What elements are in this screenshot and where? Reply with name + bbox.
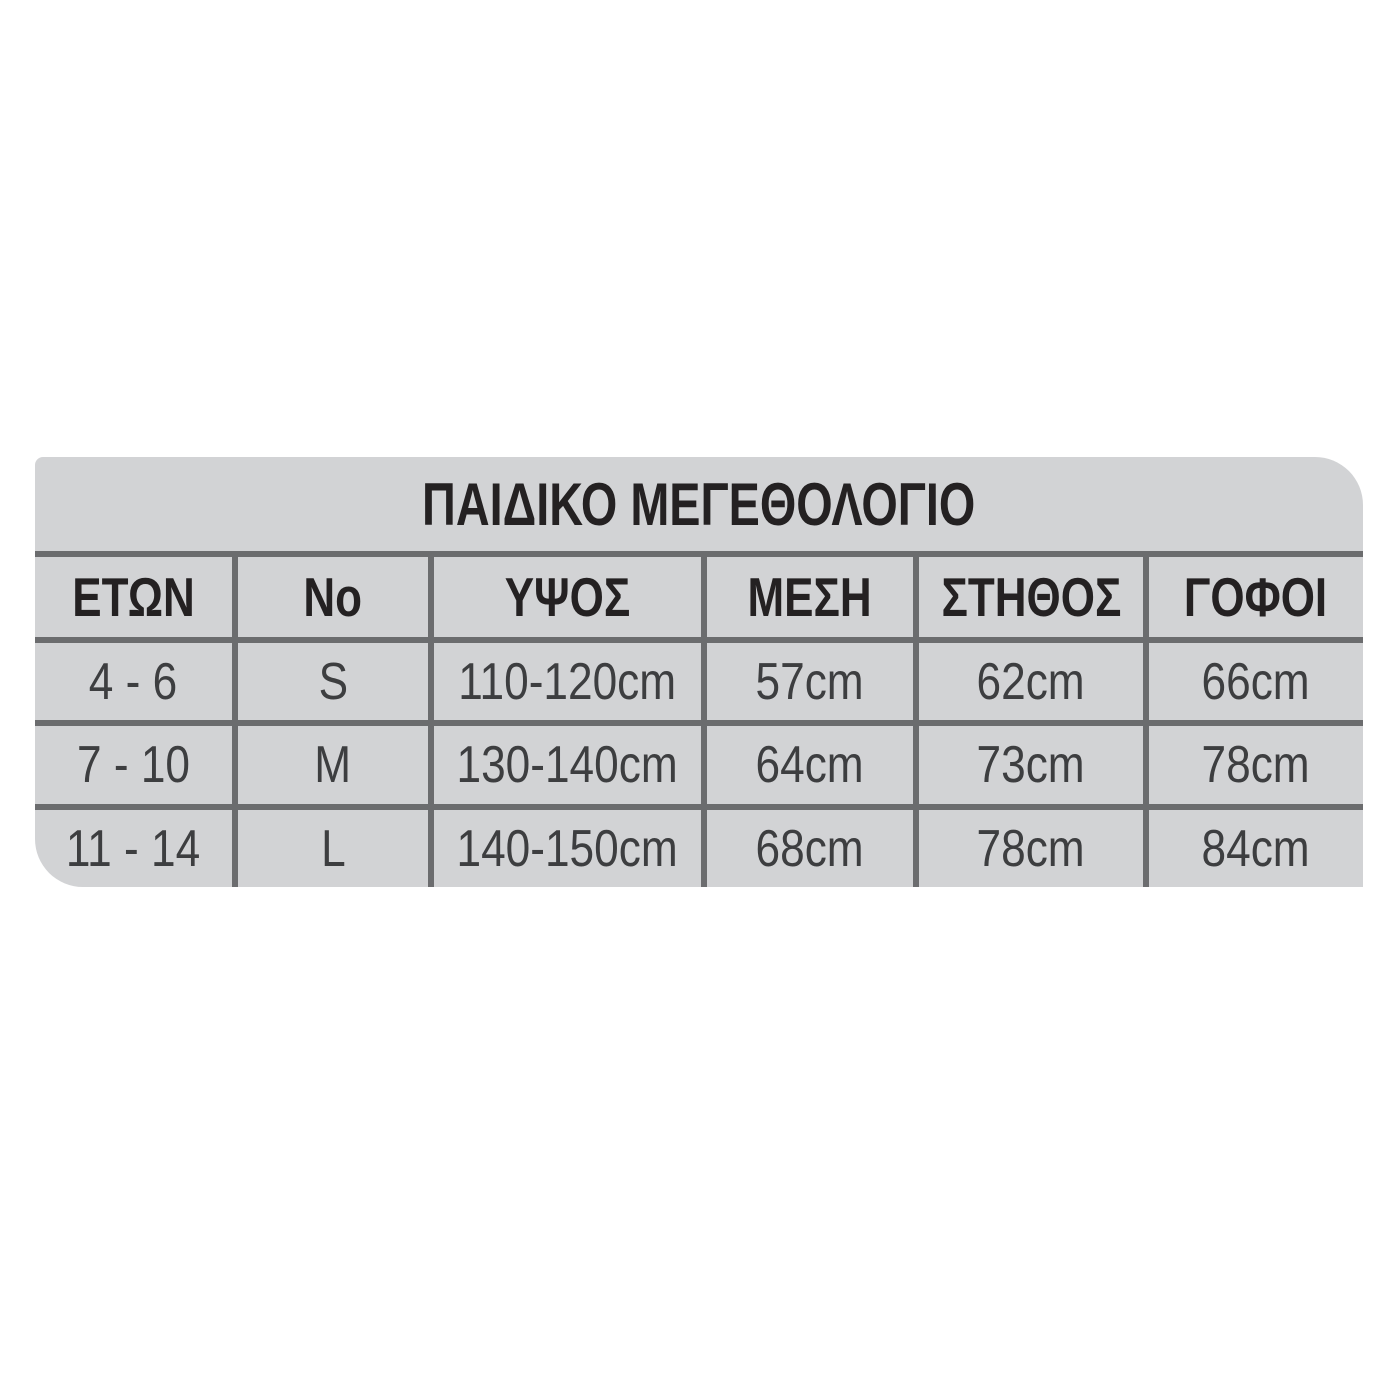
column-header-size-no: No	[232, 551, 428, 637]
cell-row1-height: 110-120cm	[428, 637, 701, 720]
column-header-height-label: ΥΨΟΣ	[504, 566, 631, 628]
cell-row2-height-value: 130-140cm	[456, 736, 679, 794]
cell-row3-height: 140-150cm	[428, 804, 701, 887]
column-header-chest-label: ΣΤΗΘΟΣ	[941, 566, 1121, 628]
cell-row2-years: 7 - 10	[35, 720, 232, 804]
cell-row3-height-value: 140-150cm	[456, 819, 679, 878]
cell-row3-size: L	[232, 804, 428, 887]
cell-row1-size-value: S	[318, 652, 348, 711]
cell-row1-waist-value: 57cm	[755, 652, 865, 711]
cell-row2-hips: 78cm	[1143, 720, 1363, 804]
cell-row2-size: M	[232, 720, 428, 804]
size-chart-panel: ΠΑΙΔΙΚΟ ΜΕΓΕΘΟΛΟΓΙΟ ΕΤΩΝ No ΥΨΟΣ ΜΕΣΗ ΣΤ…	[35, 457, 1363, 887]
cell-row2-waist: 64cm	[701, 720, 913, 804]
cell-row3-chest: 78cm	[913, 804, 1143, 887]
cell-row3-size-value: L	[320, 819, 346, 878]
cell-row2-hips-value: 78cm	[1201, 736, 1311, 794]
cell-row3-waist-value: 68cm	[755, 819, 865, 878]
column-header-waist-label: ΜΕΣΗ	[747, 566, 873, 628]
cell-row1-chest-value: 62cm	[976, 652, 1086, 711]
cell-row2-chest: 73cm	[913, 720, 1143, 804]
column-header-size-no-label: No	[303, 566, 363, 628]
cell-row3-years-value: 11 - 14	[66, 819, 201, 878]
size-chart-title: ΠΑΙΔΙΚΟ ΜΕΓΕΘΟΛΟΓΙΟ	[422, 470, 976, 538]
column-header-hips: ΓΟΦΟΙ	[1143, 551, 1363, 637]
column-header-years-label: ΕΤΩΝ	[72, 566, 195, 628]
cell-row2-years-value: 7 - 10	[76, 736, 191, 794]
cell-row1-size: S	[232, 637, 428, 720]
column-header-chest: ΣΤΗΘΟΣ	[913, 551, 1143, 637]
cell-row1-years-value: 4 - 6	[89, 652, 178, 711]
cell-row2-chest-value: 73cm	[976, 736, 1086, 794]
cell-row2-size-value: M	[314, 736, 352, 794]
cell-row1-height-value: 110-120cm	[458, 652, 677, 711]
cell-row3-hips: 84cm	[1143, 804, 1363, 887]
cell-row1-waist: 57cm	[701, 637, 913, 720]
cell-row1-chest: 62cm	[913, 637, 1143, 720]
cell-row2-waist-value: 64cm	[755, 736, 865, 794]
cell-row3-chest-value: 78cm	[976, 819, 1086, 878]
cell-row3-years: 11 - 14	[35, 804, 232, 887]
column-header-hips-label: ΓΟΦΟΙ	[1184, 566, 1328, 628]
column-header-years: ΕΤΩΝ	[35, 551, 232, 637]
cell-row2-height: 130-140cm	[428, 720, 701, 804]
size-chart-title-bar: ΠΑΙΔΙΚΟ ΜΕΓΕΘΟΛΟΓΙΟ	[35, 457, 1363, 551]
column-header-waist: ΜΕΣΗ	[701, 551, 913, 637]
cell-row1-hips: 66cm	[1143, 637, 1363, 720]
cell-row1-years: 4 - 6	[35, 637, 232, 720]
column-header-height: ΥΨΟΣ	[428, 551, 701, 637]
cell-row3-hips-value: 84cm	[1201, 819, 1311, 878]
cell-row1-hips-value: 66cm	[1201, 652, 1311, 711]
cell-row3-waist: 68cm	[701, 804, 913, 887]
size-table: ΕΤΩΝ No ΥΨΟΣ ΜΕΣΗ ΣΤΗΘΟΣ ΓΟΦΟΙ 4 - 6 S 1…	[35, 551, 1363, 887]
